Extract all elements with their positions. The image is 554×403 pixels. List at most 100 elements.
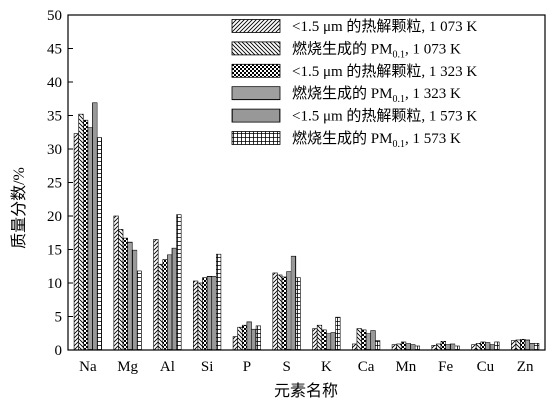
- y-tick-label: 15: [47, 243, 62, 259]
- bar-mg-series-2: [122, 237, 128, 351]
- y-tick-label: 40: [47, 75, 62, 91]
- bar-zn-series-5: [534, 342, 540, 351]
- bar-p-series-0: [232, 336, 238, 351]
- bar-cu-series-4: [489, 344, 495, 351]
- legend-swatch: [231, 108, 281, 123]
- bar-ca-series-4: [370, 330, 376, 351]
- x-tick-label-si: Si: [201, 359, 214, 375]
- x-tick-label-s: S: [282, 359, 290, 375]
- bar-mg-series-0: [113, 215, 119, 351]
- legend-label: <1.5 μm 的热解颗粒, 1 323 K: [292, 63, 477, 80]
- bar-s-series-5: [295, 277, 301, 351]
- bar-p-series-4: [251, 328, 257, 351]
- bar-fe-series-0: [431, 345, 437, 351]
- bar-mg-series-4: [131, 249, 138, 351]
- series-1: [78, 113, 521, 351]
- bar-ca-series-5: [375, 340, 381, 351]
- bar-mn-series-4: [410, 344, 416, 351]
- bar-na-series-0: [73, 133, 79, 351]
- bar-al-series-5: [176, 214, 182, 351]
- bar-p-series-3: [246, 321, 252, 351]
- bar-k-series-1: [316, 324, 323, 351]
- x-tick-label-al: Al: [160, 359, 175, 375]
- bar-zn-series-3: [524, 339, 531, 351]
- legend-label: 燃烧生成的 PM0.1, 1 323 K: [292, 84, 461, 105]
- bar-cu-series-2: [480, 341, 486, 351]
- bar-fe-series-5: [454, 345, 460, 351]
- bar-ca-series-3: [365, 332, 372, 351]
- bar-zn-series-1: [515, 339, 521, 351]
- x-tick-label-zn: Zn: [517, 359, 534, 375]
- y-tick-label: 0: [55, 343, 63, 359]
- y-tick-label: 30: [47, 142, 62, 158]
- bar-na-series-3: [87, 127, 93, 351]
- bar-mg-series-5: [136, 270, 142, 351]
- bar-na-series-4: [92, 102, 98, 351]
- legend-item-3: 燃烧生成的 PM0.1, 1 323 K: [231, 84, 461, 105]
- bar-fe-series-2: [440, 340, 446, 351]
- bar-si-series-5: [216, 253, 222, 351]
- legend-item-4: <1.5 μm 的热解颗粒, 1 573 K: [231, 108, 477, 125]
- x-tick-label-na: Na: [79, 359, 97, 375]
- bar-al-series-1: [157, 263, 164, 351]
- bar-fe-series-4: [449, 343, 456, 351]
- x-tick-label-cu: Cu: [477, 359, 495, 375]
- y-tick-label: 10: [47, 276, 62, 292]
- legend-item-2: <1.5 μm 的热解颗粒, 1 323 K: [231, 63, 477, 80]
- bar-cu-series-3: [485, 342, 491, 351]
- x-tick-label-ca: Ca: [358, 359, 375, 375]
- bar-si-series-0: [193, 280, 199, 351]
- x-tick-label-mn: Mn: [395, 359, 416, 375]
- bar-si-series-4: [211, 275, 217, 351]
- bar-ca-series-0: [352, 343, 358, 351]
- y-axis-title: 质量分数/%: [10, 167, 28, 249]
- bar-fe-series-1: [436, 343, 442, 351]
- x-tick-label-mg: Mg: [117, 359, 138, 375]
- bar-zn-series-4: [529, 342, 535, 351]
- bar-k-series-4: [330, 332, 336, 351]
- bar-na-series-1: [78, 113, 84, 351]
- legend-swatch: [231, 19, 281, 33]
- bar-mg-series-3: [127, 241, 133, 351]
- bar-si-series-3: [206, 275, 213, 351]
- legend-label: 燃烧生成的 PM0.1, 1 573 K: [292, 129, 461, 150]
- bar-cu-series-0: [471, 344, 477, 351]
- bar-na-series-2: [82, 119, 89, 351]
- x-axis-title: 元素名称: [274, 382, 338, 400]
- legend-swatch: [231, 86, 281, 101]
- bar-s-series-0: [272, 272, 278, 351]
- legend-item-5: 燃烧生成的 PM0.1, 1 573 K: [231, 129, 461, 150]
- bar-k-series-3: [326, 332, 332, 351]
- bar-ca-series-2: [361, 329, 367, 351]
- bar-al-series-3: [167, 254, 173, 351]
- bar-mg-series-1: [118, 229, 124, 351]
- bar-mn-series-1: [396, 343, 402, 351]
- bars-layer: [73, 102, 540, 351]
- bar-na-series-5: [96, 137, 102, 351]
- y-tick-label: 5: [55, 310, 63, 326]
- axes-layer: 0 5 10 15 20 25 30 35 40 45 50 Na Mg Al Si P S K Ca Mn Fe Cu Z…: [47, 8, 546, 375]
- legend-item-0: <1.5 μm 的热解颗粒, 1 073 K: [231, 18, 477, 35]
- bar-mn-series-0: [391, 344, 397, 351]
- legend-swatch: [231, 63, 281, 78]
- y-tick-label: 45: [47, 42, 62, 58]
- series-2: [82, 119, 526, 351]
- bar-mn-series-3: [405, 342, 411, 351]
- bar-si-series-1: [197, 282, 203, 351]
- bar-cu-series-5: [494, 341, 500, 351]
- series-3: [87, 127, 531, 351]
- legend-label: 燃烧生成的 PM0.1, 1 073 K: [292, 39, 461, 60]
- y-tick-label: 25: [47, 176, 62, 192]
- bar-cu-series-1: [475, 342, 482, 351]
- y-tick-label: 35: [47, 109, 62, 125]
- bar-k-series-5: [335, 316, 341, 351]
- bar-al-series-4: [171, 247, 177, 351]
- x-tick-label-fe: Fe: [438, 359, 453, 375]
- legend-label: <1.5 μm 的热解颗粒, 1 573 K: [292, 108, 477, 125]
- bar-p-series-1: [237, 326, 243, 351]
- bar-fe-series-3: [445, 344, 451, 351]
- legend-swatch: [231, 131, 281, 145]
- bar-ca-series-1: [356, 328, 362, 351]
